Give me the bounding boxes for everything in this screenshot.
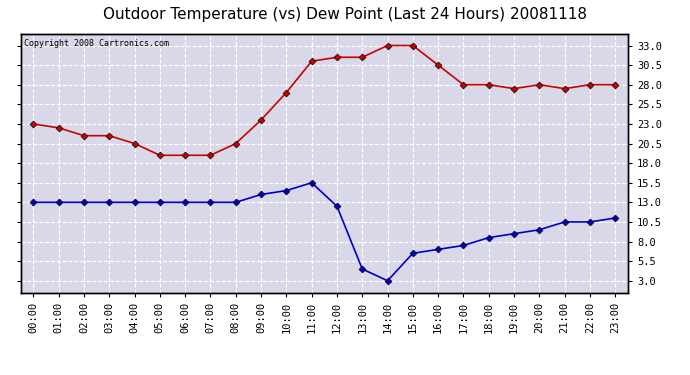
Text: Outdoor Temperature (vs) Dew Point (Last 24 Hours) 20081118: Outdoor Temperature (vs) Dew Point (Last… [103,8,587,22]
Text: Copyright 2008 Cartronics.com: Copyright 2008 Cartronics.com [23,39,169,48]
